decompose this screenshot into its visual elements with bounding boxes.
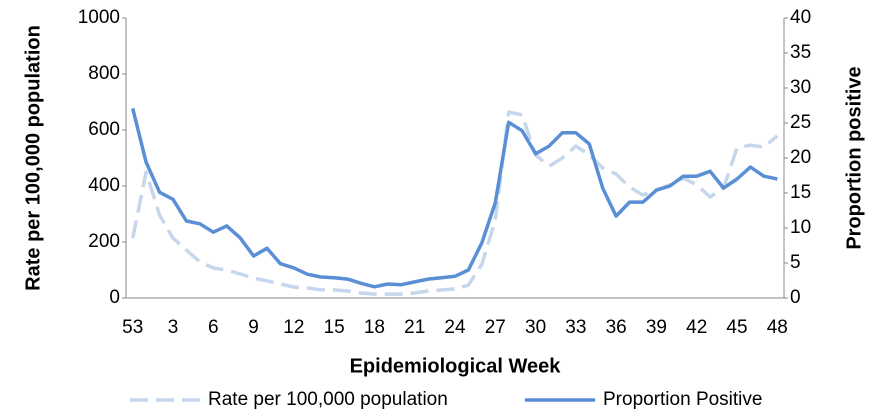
x-tick-label: 42 (686, 317, 707, 338)
x-axis-title: Epidemiological Week (350, 355, 562, 377)
x-tick-label: 24 (444, 317, 466, 338)
x-tick-label: 39 (646, 317, 667, 338)
y-axis-title: Rate per 100,000 population (22, 25, 44, 291)
x-tick-label: 3 (168, 317, 179, 338)
x-tick-label: 6 (208, 317, 219, 338)
y2-tick-label: 10 (790, 217, 811, 238)
x-tick-label: 48 (767, 317, 788, 338)
x-tick-label: 33 (565, 317, 586, 338)
y2-tick-label: 15 (790, 182, 811, 203)
y-tick-label: 400 (88, 175, 120, 196)
x-tick-label: 45 (726, 317, 747, 338)
x-tick-label: 18 (364, 317, 385, 338)
x-tick-label: 21 (404, 317, 425, 338)
y2-axis-title: Proportion positive (843, 66, 865, 249)
y2-tick-label: 40 (790, 7, 811, 28)
x-tick-label: 9 (248, 317, 259, 338)
y-tick-label: 800 (88, 63, 120, 84)
y-tick-label: 200 (88, 231, 120, 252)
y2-tick-label: 35 (790, 42, 811, 63)
y2-tick-label: 30 (790, 77, 811, 98)
y2-tick-label: 5 (790, 252, 801, 273)
y2-tick-label: 0 (790, 287, 801, 308)
y-tick-label: 1000 (78, 7, 120, 28)
x-tick-label: 53 (122, 317, 143, 338)
y-tick-label: 600 (88, 119, 120, 140)
series-line (131, 107, 778, 289)
x-tick-label: 30 (525, 317, 546, 338)
legend-label: Proportion Positive (603, 389, 762, 410)
x-tick-label: 27 (485, 317, 506, 338)
x-tick-label: 12 (283, 317, 304, 338)
y-tick-label: 0 (109, 287, 120, 308)
y2-tick-label: 20 (790, 147, 811, 168)
x-tick-label: 36 (606, 317, 627, 338)
x-tick-label: 15 (324, 317, 345, 338)
y2-tick-label: 25 (790, 112, 811, 133)
legend-label: Rate per 100,000 population (208, 389, 448, 410)
series-line (130, 110, 779, 296)
